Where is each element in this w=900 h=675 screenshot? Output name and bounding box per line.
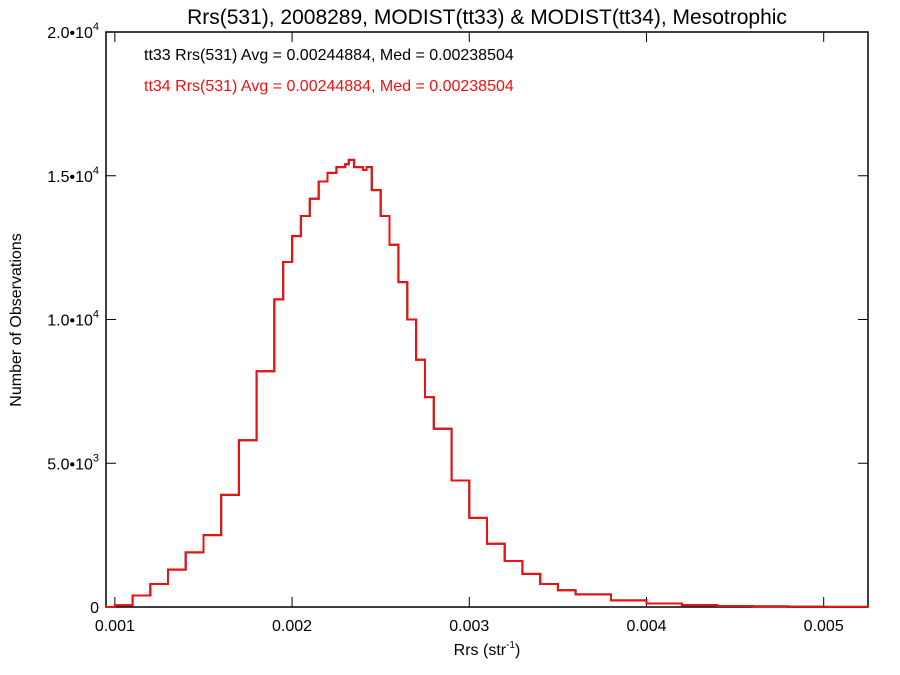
- series-layer: [106, 158, 869, 608]
- x-axis-label-main: Rrs (str: [454, 642, 507, 659]
- series-tt34-line: [106, 158, 869, 608]
- x-tick-label: 0.002: [272, 618, 312, 635]
- y-tick-label: 2.0•104: [47, 21, 99, 42]
- y-axis: 0 5.0•103 1.0•104 1.5•104 2.0•104: [47, 21, 868, 617]
- y-tick-label: 0: [90, 600, 99, 617]
- y-axis-label: Number of Observations: [8, 233, 25, 406]
- x-tick-label: 0.003: [449, 618, 489, 635]
- y-tick-label: 5.0•103: [47, 452, 99, 473]
- y-tick-label: 1.0•104: [47, 309, 99, 330]
- x-axis-label: Rrs (str-1): [454, 640, 521, 659]
- y-tick-label: 1.5•104: [47, 165, 99, 186]
- x-tick-label: 0.005: [804, 618, 844, 635]
- x-tick-label: 0.001: [95, 618, 135, 635]
- x-axis-label-close: ): [515, 642, 520, 659]
- x-axis: 0.001 0.002 0.003 0.004 0.005: [95, 32, 844, 635]
- chart-title: Rrs(531), 2008289, MODIST(tt33) & MODIST…: [187, 6, 787, 29]
- annotation-tt33: tt33 Rrs(531) Avg = 0.00244884, Med = 0.…: [144, 47, 514, 64]
- x-tick-label: 0.004: [626, 618, 666, 635]
- x-axis-label-sup: -1: [506, 640, 515, 651]
- annotation-tt34: tt34 Rrs(531) Avg = 0.00244884, Med = 0.…: [144, 78, 514, 95]
